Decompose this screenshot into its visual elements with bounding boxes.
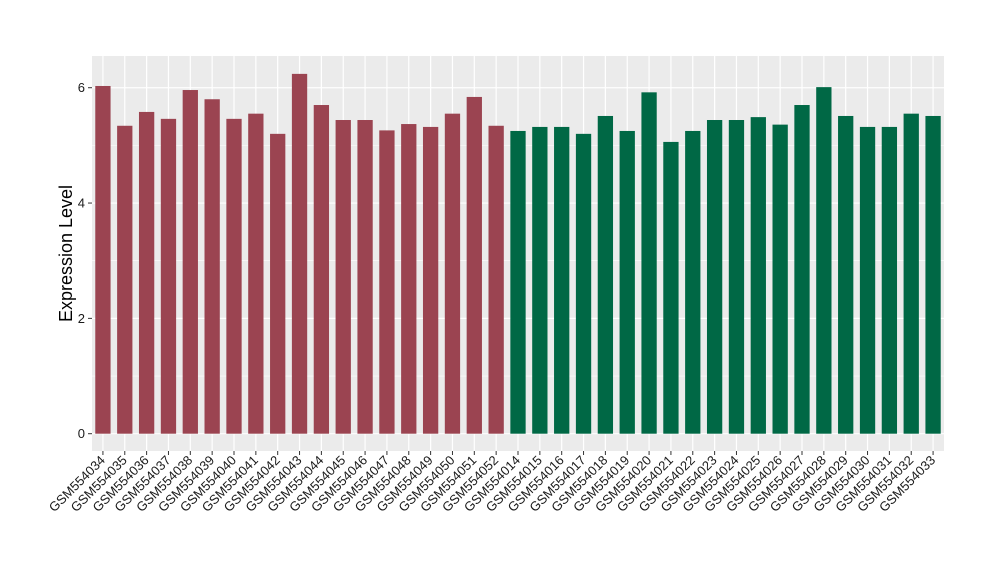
bar-GSM554052	[488, 125, 504, 434]
bar-GSM554036	[138, 111, 155, 434]
bar-GSM554039	[204, 99, 220, 434]
bar-GSM554021	[663, 141, 679, 434]
bar-GSM554015	[532, 126, 548, 434]
bar-GSM554049	[422, 126, 439, 434]
bar-GSM554041	[248, 113, 264, 434]
bar-GSM554034	[95, 85, 111, 434]
bar-GSM554046	[357, 120, 373, 434]
bar-GSM554050	[444, 113, 461, 434]
bars	[95, 73, 941, 434]
bar-GSM554035	[117, 125, 133, 434]
bar-GSM554031	[881, 126, 898, 434]
bar-GSM554016	[554, 126, 570, 434]
bar-GSM554018	[597, 115, 614, 434]
bar-GSM554014	[510, 130, 526, 434]
bar-GSM554028	[816, 87, 832, 434]
bar-GSM554037	[160, 118, 177, 434]
bar-GSM554019	[619, 130, 635, 434]
bar-GSM554025	[750, 117, 766, 434]
y-tick-label: 0	[78, 426, 85, 441]
bar-GSM554047	[379, 130, 395, 434]
bar-GSM554024	[728, 120, 745, 434]
y-tick-label: 6	[78, 80, 85, 95]
bar-GSM554043	[291, 73, 308, 434]
bar-GSM554027	[794, 105, 810, 434]
bar-GSM554048	[401, 124, 417, 434]
y-tick-label: 4	[78, 196, 85, 211]
bar-GSM554020	[641, 92, 657, 434]
y-axis: 0 2 4 6	[78, 80, 92, 441]
bar-GSM554033	[925, 115, 941, 434]
bar-GSM554042	[270, 133, 286, 434]
y-tick-label: 2	[78, 311, 85, 326]
x-axis: GSM554034GSM554035GSM554036GSM554037GSM5…	[46, 451, 938, 515]
bar-GSM554029	[838, 115, 854, 434]
bar-GSM554017	[575, 133, 592, 434]
bar-GSM554026	[772, 124, 788, 434]
bar-GSM554051	[466, 96, 482, 434]
bar-GSM554023	[706, 120, 723, 434]
bar-GSM554040	[226, 118, 242, 434]
bar-GSM554044	[313, 105, 330, 434]
y-axis-title: Expression Level	[56, 185, 76, 322]
bar-GSM554022	[685, 130, 701, 434]
bar-GSM554038	[182, 90, 198, 434]
bar-GSM554032	[903, 113, 919, 434]
bar-GSM554045	[335, 120, 351, 434]
bar-GSM554030	[859, 126, 876, 434]
